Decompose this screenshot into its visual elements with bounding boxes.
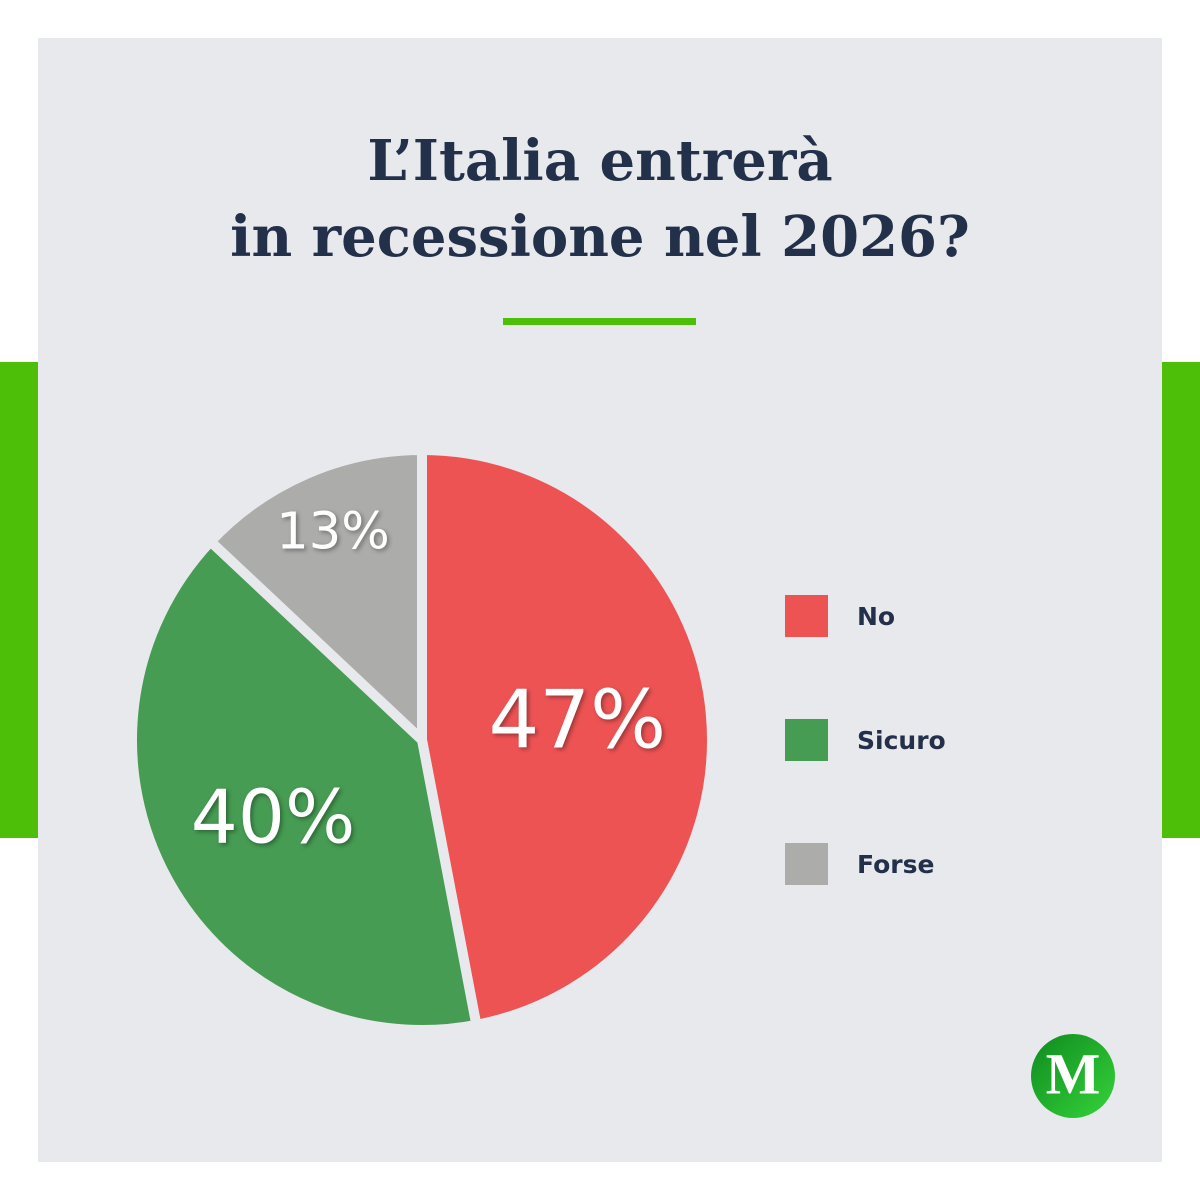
side-bar: [0, 362, 38, 838]
legend-swatch: [785, 719, 828, 761]
logo: M: [1046, 1041, 1101, 1106]
title-underline: [503, 318, 696, 325]
side-bar: [1162, 362, 1200, 838]
chart-title: L’Italia entrerà in recessione nel 2026?: [230, 128, 970, 270]
slice-label: 13%: [276, 502, 389, 561]
slice-label: 47%: [488, 673, 666, 766]
pie-slice: [417, 444, 717, 1031]
legend-swatch: [785, 595, 828, 637]
legend-swatch: [785, 843, 828, 885]
slice-label: 40%: [191, 774, 355, 860]
legend-label: No: [857, 602, 895, 631]
legend-label: Forse: [857, 850, 934, 879]
pie-slice: [127, 534, 483, 1035]
pie-slice: [203, 444, 427, 752]
logo-circle: [1031, 1034, 1115, 1118]
legend-label: Sicuro: [857, 726, 946, 755]
